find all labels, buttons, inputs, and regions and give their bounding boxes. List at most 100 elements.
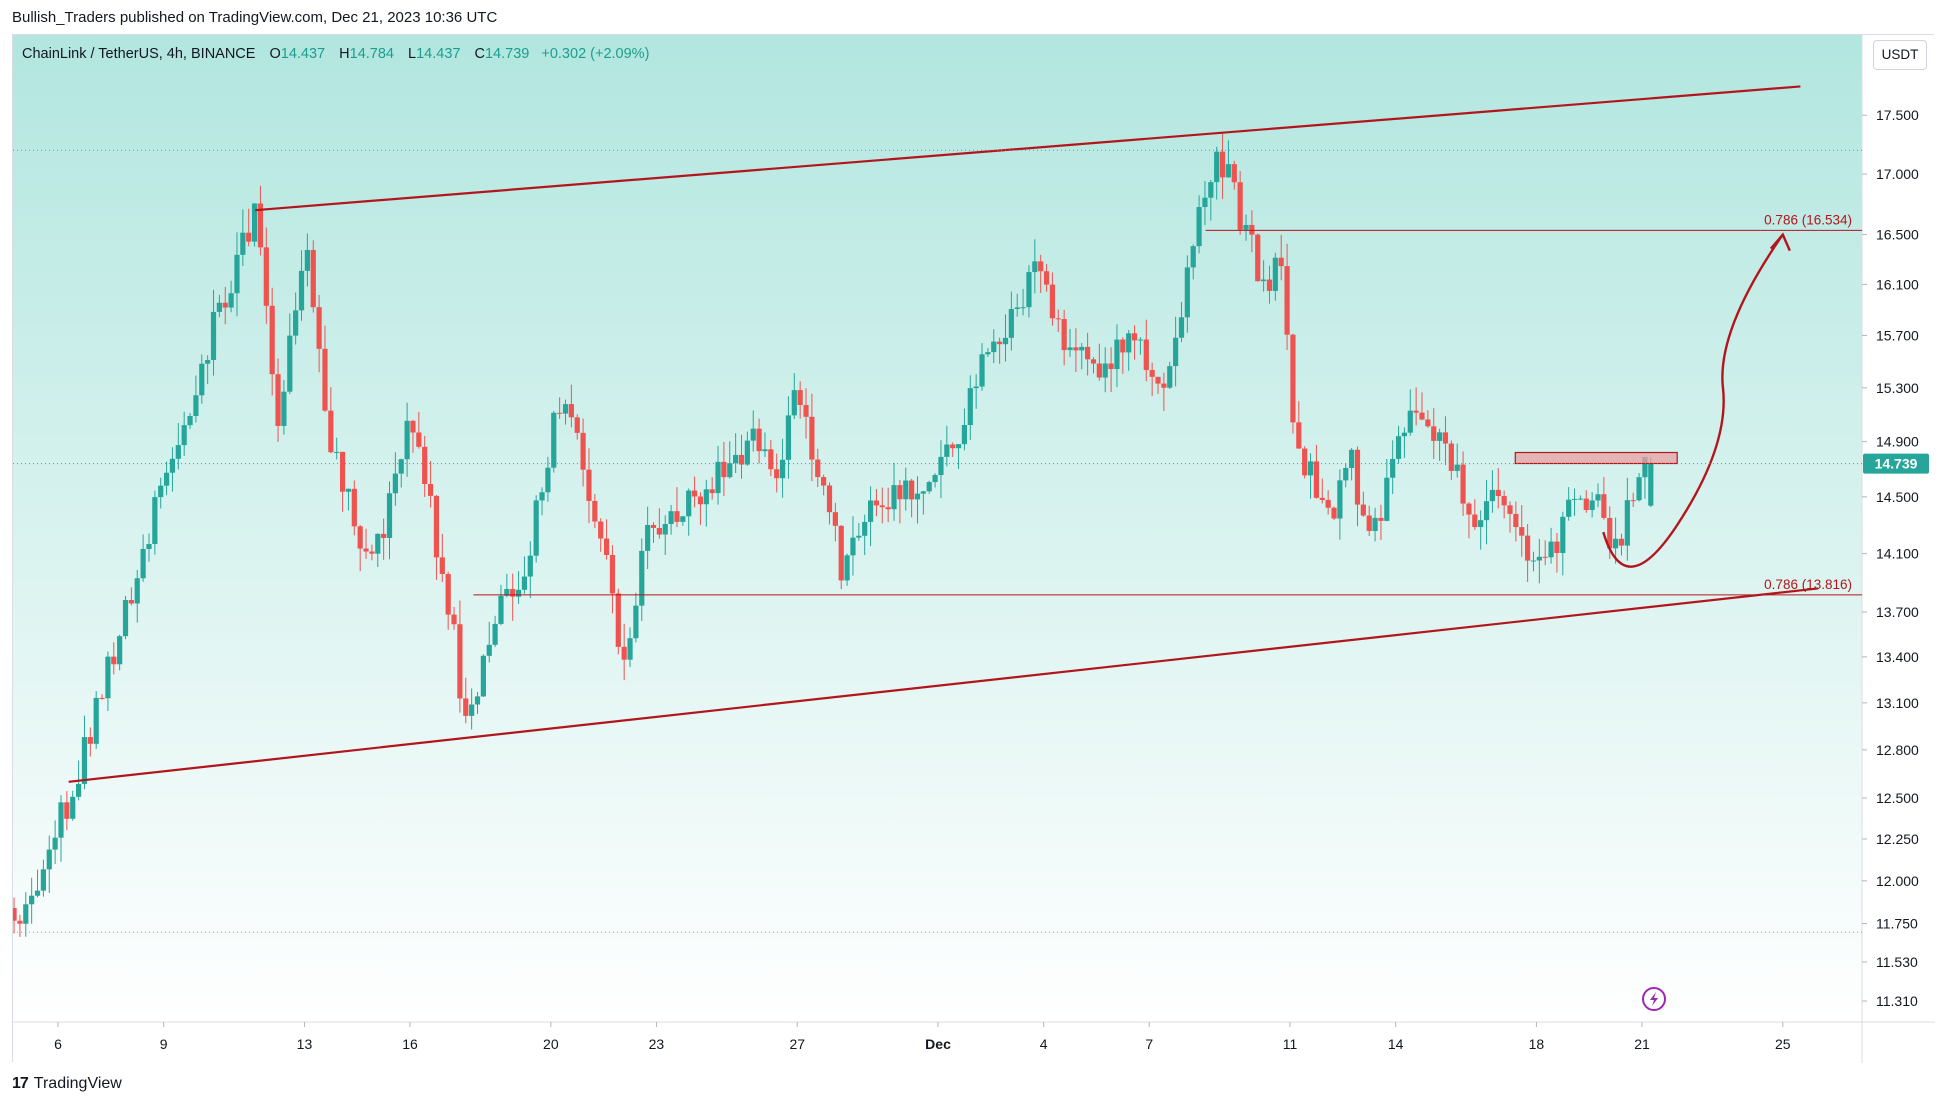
candle-body — [539, 492, 545, 501]
candle-body — [527, 555, 533, 577]
currency-button[interactable]: USDT — [1873, 40, 1927, 70]
candle-body — [128, 600, 134, 604]
candle-body — [586, 469, 592, 501]
candle-body — [1601, 494, 1607, 518]
candle-body — [1501, 496, 1507, 506]
candle-body — [287, 335, 293, 392]
candle-body — [339, 451, 346, 492]
candle-body — [1519, 527, 1525, 536]
candle-body — [345, 488, 352, 492]
candle-body — [838, 525, 844, 581]
candle-body — [1255, 234, 1261, 282]
candle-body — [621, 646, 627, 660]
candle-body — [1173, 337, 1179, 367]
time-tick-label: 9 — [160, 1036, 168, 1052]
candle-body — [1049, 284, 1056, 319]
price-chart[interactable]: 0.786 (16.534) 0.786 (13.816) 14.739 17.50… — [13, 35, 1935, 1063]
time-tick-label: Dec — [925, 1036, 951, 1052]
candle-body — [199, 363, 205, 396]
time-tick-label: 21 — [1634, 1036, 1650, 1052]
candle-body — [1290, 334, 1296, 423]
candle-body — [662, 524, 668, 535]
candle-body — [1325, 499, 1331, 508]
candle-body — [515, 589, 522, 597]
candle-body — [1642, 456, 1648, 478]
candle-body — [1483, 501, 1490, 521]
price-tick-label: 16.100 — [1876, 276, 1919, 292]
candle-body — [451, 614, 457, 625]
candle-body — [1155, 376, 1161, 384]
candle-body — [29, 895, 35, 905]
candle-body — [193, 395, 199, 416]
candle-body — [1278, 257, 1284, 267]
candle-body — [1231, 164, 1237, 183]
tradingview-logo[interactable]: 17 TradingView — [12, 1075, 122, 1093]
candle-body — [1607, 517, 1613, 549]
candle-body — [1378, 517, 1384, 521]
candle-body — [23, 904, 29, 924]
candle-body — [152, 497, 158, 545]
candle-body — [1337, 480, 1343, 519]
candle-body — [703, 489, 709, 505]
candle-body — [867, 500, 874, 522]
candle-body — [715, 461, 721, 494]
candle-body — [961, 424, 968, 445]
upper-channel-line — [255, 85, 1801, 212]
price-tick-label: 13.700 — [1876, 604, 1919, 620]
candle-body — [1219, 151, 1226, 178]
candle-body — [1237, 182, 1243, 230]
candle-body — [1542, 556, 1548, 558]
candle-body — [598, 521, 604, 539]
candle-body — [1202, 197, 1208, 208]
candle-body — [416, 432, 422, 447]
candle-body — [973, 386, 979, 389]
candle-body — [850, 537, 856, 556]
candle-body — [187, 415, 193, 426]
candle-body — [979, 354, 985, 387]
candle-body — [1595, 494, 1601, 501]
candle-body — [1208, 182, 1214, 198]
symbol-name[interactable]: ChainLink / TetherUS, 4h, BINANCE — [22, 46, 256, 62]
lightning-bolt — [1650, 992, 1658, 1006]
candle-body — [944, 444, 950, 457]
candle-body — [122, 600, 129, 637]
candle-body — [1507, 505, 1513, 514]
candle-body — [950, 444, 956, 449]
candle-body — [463, 698, 469, 716]
price-tick-label: 14.100 — [1876, 546, 1919, 562]
time-tick-label: 4 — [1040, 1036, 1048, 1052]
open-label: O — [269, 46, 281, 62]
time-tick-label: 6 — [54, 1036, 62, 1052]
time-axis-panel — [13, 1022, 1935, 1063]
time-tick-label: 20 — [543, 1036, 559, 1052]
low-value: 14.437 — [416, 46, 461, 62]
close-label: C — [474, 46, 485, 62]
candle-body — [1319, 497, 1325, 500]
candle-body — [1008, 309, 1014, 338]
candle-body — [216, 302, 222, 312]
candle-body — [967, 388, 973, 425]
candle-body — [1196, 207, 1202, 247]
candle-body — [645, 524, 651, 551]
candle-body — [1137, 339, 1144, 341]
candle-body — [744, 440, 750, 465]
candle-body — [1454, 464, 1460, 471]
candle-body — [474, 696, 481, 705]
candle-body — [574, 417, 580, 433]
candle-body — [46, 849, 52, 870]
candle-body — [228, 293, 234, 308]
candle-body — [1360, 504, 1366, 516]
candle-body — [1079, 346, 1085, 351]
candle-body — [891, 485, 897, 510]
candle-body — [158, 485, 164, 498]
candle-body — [1178, 317, 1185, 338]
candle-body — [627, 638, 633, 660]
lower-channel-line — [68, 587, 1819, 783]
candle-body — [205, 359, 211, 364]
candle-body — [275, 374, 281, 426]
chart-frame[interactable]: 0.786 (16.534) 0.786 (13.816) 14.739 17.50… — [12, 34, 1935, 1063]
candle-body — [445, 573, 451, 615]
price-tick-label: 15.300 — [1876, 380, 1919, 396]
candle-body — [879, 505, 885, 508]
candle-body — [1577, 498, 1584, 500]
